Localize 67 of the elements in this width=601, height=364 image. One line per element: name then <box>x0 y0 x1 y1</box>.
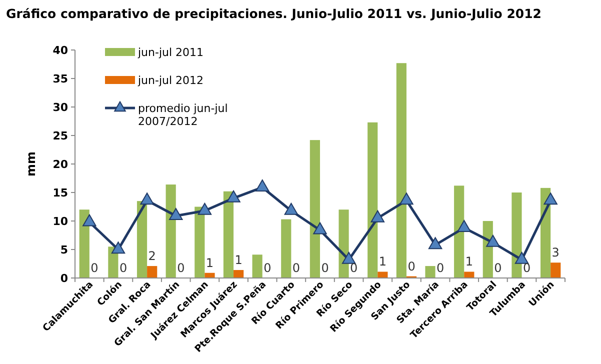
y-tick-label: 40 <box>52 44 68 57</box>
bar <box>396 63 406 278</box>
data-label: 0 <box>350 261 358 275</box>
bar <box>204 272 215 278</box>
bar <box>234 270 244 278</box>
bar <box>252 254 262 278</box>
bar <box>464 272 474 278</box>
point <box>400 192 414 205</box>
data-label: 1 <box>206 256 214 270</box>
point <box>82 214 96 226</box>
data-label: 0 <box>90 261 98 275</box>
point <box>313 222 327 234</box>
data-label: 1 <box>465 254 473 269</box>
data-label: 2 <box>148 249 156 264</box>
point <box>284 202 298 215</box>
point <box>457 220 471 232</box>
point <box>342 252 356 264</box>
point <box>486 234 500 247</box>
y-tick-label: 35 <box>52 72 68 86</box>
point <box>255 180 270 192</box>
bar <box>147 266 158 278</box>
chart-title: Gráfico comparativo de precipitaciones. Junio-Julio 2011 vs. Junio-Julio 2012 <box>6 6 542 21</box>
point <box>428 237 442 250</box>
y-tick-label: 20 <box>52 158 68 171</box>
bar <box>166 184 176 278</box>
data-label: 0 <box>119 261 128 275</box>
data-label: 0 <box>522 261 531 275</box>
bar <box>310 140 320 278</box>
y-tick-label: 25 <box>52 130 68 142</box>
data-label: 0 <box>494 261 502 275</box>
y-tick-label: 10 <box>52 215 68 228</box>
legend-label: promedio jun-jul 2007/2012 <box>138 102 228 128</box>
data-label: 0 <box>408 259 416 274</box>
point <box>370 210 385 222</box>
bar <box>378 272 388 278</box>
bar <box>454 186 464 278</box>
data-label: 0 <box>292 261 300 275</box>
point <box>544 192 558 205</box>
y-tick-label: 15 <box>52 186 68 200</box>
bar <box>194 206 205 278</box>
data-label: 0 <box>321 261 329 275</box>
data-label: 0 <box>264 261 272 275</box>
point <box>226 190 240 202</box>
bar <box>281 219 292 278</box>
y-tick-label: 30 <box>52 101 68 114</box>
point <box>514 252 529 264</box>
point <box>169 208 183 220</box>
point <box>111 242 126 254</box>
point <box>140 192 154 205</box>
bar <box>368 122 378 278</box>
data-label: 3 <box>552 246 560 260</box>
bar <box>223 191 234 278</box>
bar <box>550 262 561 278</box>
data-label: 0 <box>436 261 444 275</box>
data-label: 0 <box>177 261 185 275</box>
y-tick-label: 0 <box>60 272 68 285</box>
y-axis-title: mm <box>24 151 38 177</box>
bar <box>136 201 148 278</box>
legend-label: jun-jul 2012 <box>137 74 204 87</box>
bar <box>79 210 90 278</box>
data-label: 1 <box>234 253 242 268</box>
point <box>198 202 212 215</box>
y-tick-label: 5 <box>60 244 68 256</box>
bar <box>425 266 436 278</box>
bar <box>512 192 522 278</box>
legend-label: jun-jul 2011 <box>137 46 204 59</box>
data-label: 1 <box>378 254 387 269</box>
